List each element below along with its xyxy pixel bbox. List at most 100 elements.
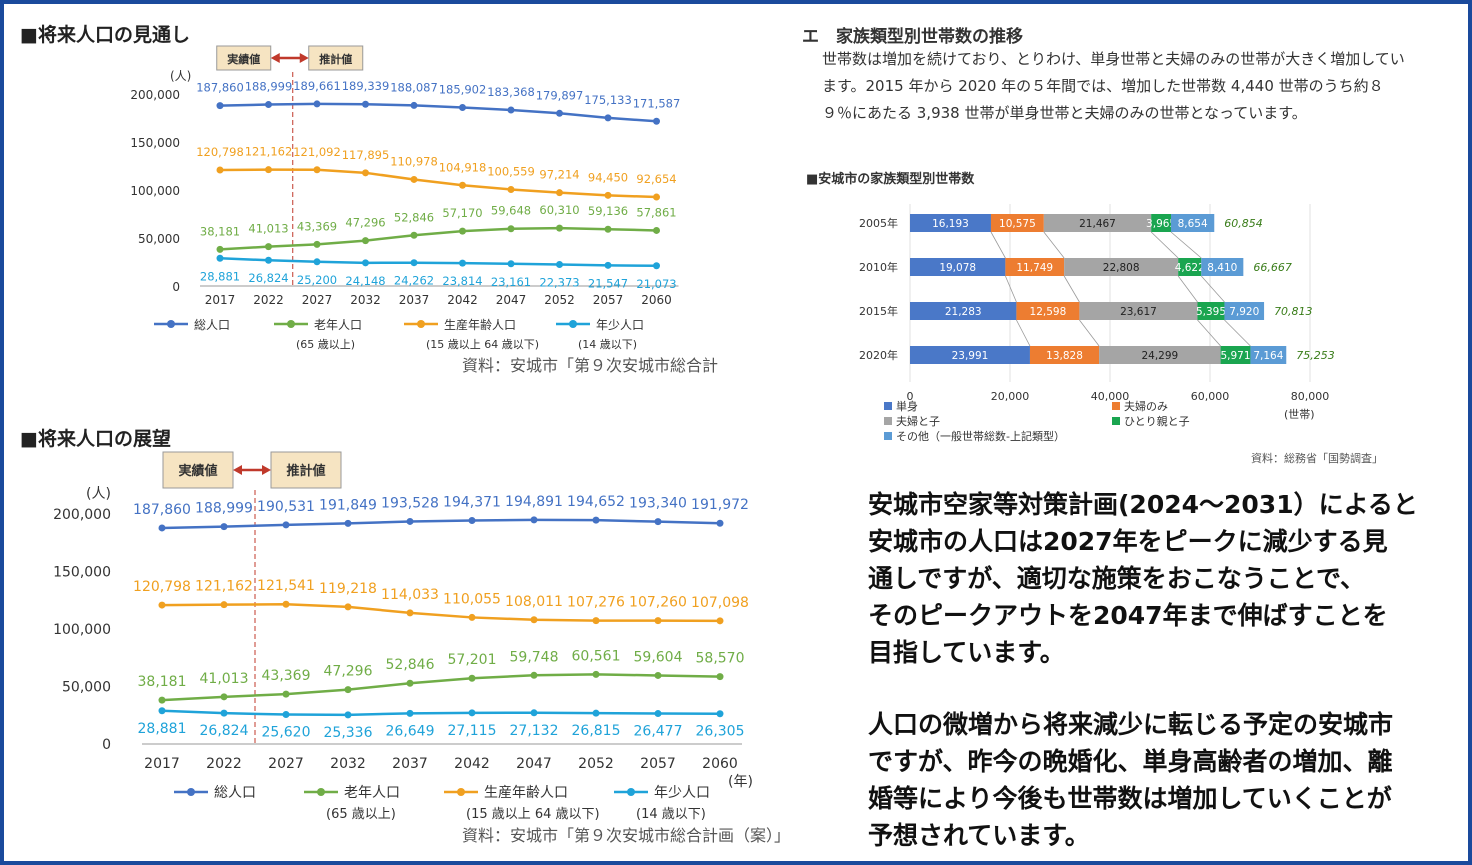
data-point bbox=[716, 710, 724, 718]
segment-label: 10,575 bbox=[999, 218, 1036, 230]
summary-paragraph-1: 安城市空家等対策計画(2024～2031）によると 安城市の人口は2027年をピ… bbox=[868, 490, 1418, 667]
data-point bbox=[282, 600, 290, 608]
bar-segment bbox=[1224, 302, 1265, 320]
legend-marker bbox=[167, 320, 175, 328]
bar-segment bbox=[1005, 258, 1065, 276]
data-point bbox=[265, 243, 272, 251]
data-point bbox=[313, 100, 321, 108]
segment-label: 23,991 bbox=[952, 350, 989, 362]
data-point bbox=[282, 521, 290, 529]
y-tick-label: 200,000 bbox=[130, 88, 180, 102]
data-label: 110,978 bbox=[390, 154, 438, 168]
category-label: 2020年 bbox=[859, 348, 898, 362]
household-source: 資料：総務省「国勢調査」 bbox=[1251, 451, 1383, 465]
data-point bbox=[220, 523, 228, 531]
data-label: 26,815 bbox=[572, 723, 621, 739]
legend-marker bbox=[569, 320, 577, 328]
bottom-population-chart: 200,000 150,000 100,000 50,000 0 (人) 2017 2022 2… bbox=[53, 451, 753, 822]
legend-sublabel: (15 歳以上 64 歳以下) bbox=[466, 807, 600, 822]
x-tick-label: 2052 bbox=[544, 293, 575, 307]
data-point bbox=[406, 679, 414, 687]
connector-line bbox=[1224, 319, 1251, 347]
data-label: 24,148 bbox=[345, 274, 385, 288]
x-tick-label: 2027 bbox=[302, 293, 333, 307]
data-point bbox=[459, 227, 466, 235]
data-label: 59,604 bbox=[634, 649, 683, 665]
legend-label: 単身 bbox=[896, 399, 918, 413]
legend-marker bbox=[287, 320, 295, 328]
data-point bbox=[216, 245, 224, 253]
segment-label: 11,749 bbox=[1016, 262, 1053, 274]
legend-sublabel: (65 歳以上) bbox=[326, 807, 396, 822]
x-tick-label: 2017 bbox=[144, 756, 180, 772]
y-unit-label: (人) bbox=[170, 69, 191, 83]
data-label: 97,214 bbox=[539, 168, 579, 182]
data-label: 24,262 bbox=[394, 274, 434, 288]
household-heading: エ 家族類型別世帯数の推移 bbox=[802, 27, 1023, 47]
data-point bbox=[654, 710, 662, 718]
data-point bbox=[459, 181, 466, 189]
data-label: 114,033 bbox=[381, 587, 439, 603]
data-point bbox=[592, 617, 600, 625]
data-label: 26,824 bbox=[200, 723, 249, 739]
bar-segment bbox=[910, 302, 1017, 320]
actual-badge-label: 実績値 bbox=[227, 52, 260, 66]
data-point bbox=[265, 166, 272, 174]
segment-label: 21,467 bbox=[1079, 218, 1116, 230]
series-line bbox=[161, 673, 721, 702]
legend-marker bbox=[317, 788, 325, 796]
segment-label: 7,920 bbox=[1229, 306, 1259, 318]
segment-label: 5,971 bbox=[1220, 350, 1250, 362]
bar-segment bbox=[910, 214, 991, 232]
bar-segment bbox=[1064, 258, 1179, 276]
data-point bbox=[362, 100, 369, 108]
category-label: 2015年 bbox=[859, 304, 898, 318]
legend-swatch bbox=[1112, 417, 1120, 425]
segment-label: 3,965 bbox=[1146, 218, 1176, 230]
x-tick-label: 2032 bbox=[350, 293, 381, 307]
data-point bbox=[410, 101, 418, 109]
data-label: 57,170 bbox=[442, 206, 482, 220]
data-label: 38,181 bbox=[138, 674, 187, 690]
y-tick-label: 50,000 bbox=[62, 680, 111, 696]
data-point bbox=[592, 709, 600, 717]
data-point bbox=[158, 524, 166, 532]
data-point bbox=[362, 169, 369, 177]
data-point bbox=[282, 690, 290, 698]
x-unit-label: (年) bbox=[728, 774, 753, 790]
data-point bbox=[604, 114, 612, 122]
bar-segment bbox=[1043, 214, 1152, 232]
data-label: 23,814 bbox=[442, 274, 482, 288]
projection-badge-label: 推計値 bbox=[286, 463, 325, 479]
household-bar-chart: 0 20,000 40,000 60,000 80,000 (世帯) 2005年 16,193… bbox=[859, 204, 1383, 465]
data-point bbox=[216, 166, 224, 174]
actual-badge bbox=[162, 451, 234, 489]
legend-label: 年少人口 bbox=[596, 318, 644, 332]
data-label: 185,902 bbox=[439, 83, 487, 97]
legend-swatch bbox=[884, 402, 892, 410]
legend-label: ひとり親と子 bbox=[1124, 415, 1190, 428]
data-label: 21,073 bbox=[636, 277, 676, 291]
data-label: 108,011 bbox=[505, 594, 563, 610]
data-point bbox=[216, 102, 224, 110]
x-tick-label: 80,000 bbox=[1291, 390, 1330, 403]
data-point bbox=[216, 254, 224, 262]
bar-segment bbox=[1029, 346, 1100, 364]
badge-arrow-left-head bbox=[233, 465, 242, 475]
badge-arrow-right-head bbox=[262, 465, 271, 475]
connector-line bbox=[1170, 231, 1202, 259]
data-label: 189,661 bbox=[293, 79, 341, 93]
data-point bbox=[468, 516, 476, 524]
data-label: 28,881 bbox=[200, 269, 240, 283]
category-label: 2005年 bbox=[859, 216, 898, 230]
household-paragraph: 世帯数は増加を続けており、とりわけ、単身世帯と夫婦のみの世帯が大きく増加していま… bbox=[822, 50, 1405, 122]
segment-label: 16,193 bbox=[932, 218, 969, 230]
bar-segment bbox=[1016, 302, 1080, 320]
data-label: 171,587 bbox=[633, 96, 681, 110]
data-point bbox=[282, 711, 290, 719]
data-label: 188,087 bbox=[390, 80, 438, 94]
segment-label: 8,654 bbox=[1178, 218, 1208, 230]
legend-label: 夫婦と子 bbox=[896, 414, 940, 428]
x-tick-label: 2057 bbox=[640, 756, 676, 772]
data-point bbox=[362, 237, 369, 245]
